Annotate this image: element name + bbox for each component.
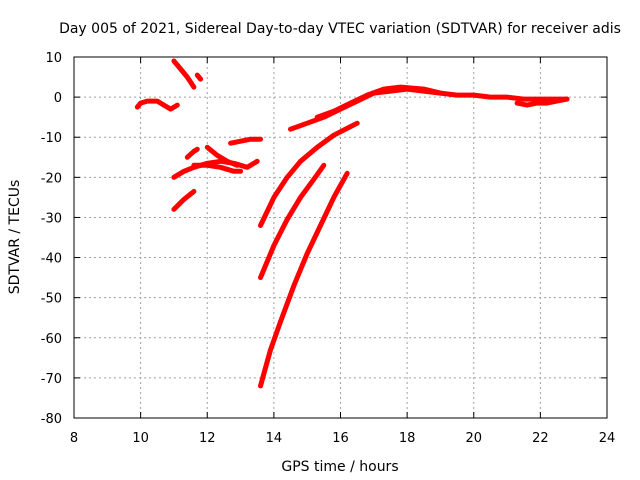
series-arc-15: arc-15 <box>514 96 570 108</box>
x-tick-label: 24 <box>599 431 616 446</box>
y-tick-label: -10 <box>41 131 62 146</box>
series-arc-7: arc-7 <box>204 144 240 168</box>
axis-ticks: 8 10 12 14 16 18 20 22 24 -80 -70 -60 -50 -40 -30 -20 -1… <box>41 51 616 446</box>
y-tick-label: -70 <box>41 372 62 387</box>
series-arc-2: arc-2 <box>171 58 197 90</box>
x-tick-label: 20 <box>465 431 482 446</box>
x-tick-label: 18 <box>399 431 416 446</box>
y-axis-title: SDTVAR / TECUs <box>7 180 23 295</box>
series-arc-12: arc-12 <box>258 170 350 389</box>
x-tick-label: 14 <box>266 431 283 446</box>
series-arc-8: arc-8 <box>228 136 263 146</box>
x-tick-label: 10 <box>132 431 149 446</box>
series-arc-11: arc-11 <box>258 162 327 281</box>
y-tick-label: 0 <box>54 91 62 106</box>
y-tick-label: 10 <box>45 51 62 66</box>
series-arc-6: arc-6 <box>191 162 244 174</box>
series-arc-3: arc-3 <box>194 72 204 82</box>
series-arc-1: arc-1 <box>134 98 180 112</box>
y-tick-label: -40 <box>41 252 62 267</box>
y-tick-label: -20 <box>41 171 62 186</box>
chart-title: Day 005 of 2021, Sidereal Day-to-day VTE… <box>59 21 621 37</box>
x-tick-label: 8 <box>70 431 78 446</box>
y-tick-label: -50 <box>41 292 62 307</box>
series-arc-10: arc-10 <box>258 120 360 228</box>
y-tick-label: -30 <box>41 211 62 226</box>
series-arc-5: arc-5 <box>171 158 260 180</box>
x-tick-label: 22 <box>532 431 549 446</box>
y-tick-label: -80 <box>41 412 62 427</box>
x-tick-label: 16 <box>332 431 349 446</box>
y-tick-label: -60 <box>41 332 62 347</box>
data-series: arc-1 arc-2arc-3 arc-4arc-5arc-6arc-7arc-8… <box>134 58 570 389</box>
series-arc-9: arc-9 <box>171 188 197 212</box>
x-tick-label: 12 <box>199 431 216 446</box>
series-arc-14: arc-14 <box>314 84 570 120</box>
x-axis-title: GPS time / hours <box>281 459 398 475</box>
grid <box>74 57 607 418</box>
series-arc-4: arc-4 <box>184 146 200 160</box>
